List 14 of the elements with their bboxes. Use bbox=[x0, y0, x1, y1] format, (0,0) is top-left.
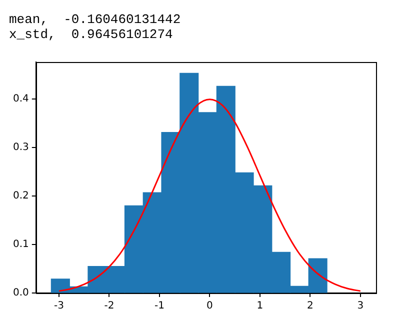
y-tick-label: 0.3 bbox=[12, 142, 29, 154]
x-tick-label: 0 bbox=[206, 300, 213, 312]
x-tick-label: -2 bbox=[104, 300, 114, 312]
y-tick-label: 0.1 bbox=[12, 239, 29, 250]
y-tick-label: 0.4 bbox=[12, 93, 29, 104]
x-tick-label: 2 bbox=[307, 300, 314, 312]
x-tick-label: 1 bbox=[256, 300, 264, 312]
x-tick-label: -3 bbox=[54, 300, 64, 312]
y-tick-label: 0.2 bbox=[12, 190, 29, 202]
x-tick-label: -1 bbox=[154, 300, 164, 312]
text: mean, -0.160460131442 bbox=[9, 12, 181, 27]
text: x_std, 0.96456101274 bbox=[9, 27, 174, 42]
x-tick-label: 3 bbox=[357, 300, 364, 312]
y-tick-label: 0.0 bbox=[12, 288, 29, 299]
